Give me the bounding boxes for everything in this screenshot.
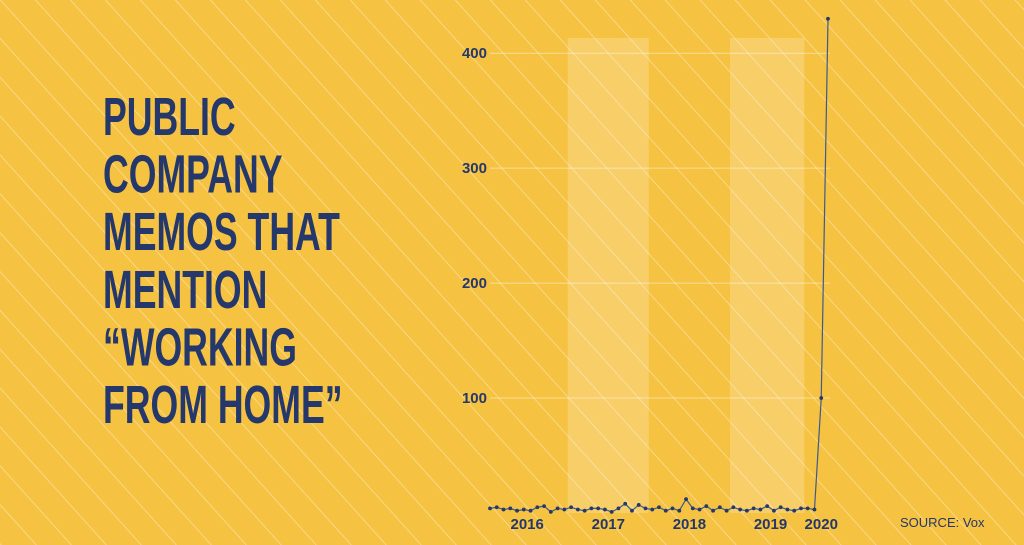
year-band (729, 38, 805, 513)
data-point (772, 508, 776, 513)
data-point (819, 396, 824, 400)
title-line: FROM HOME” (103, 375, 343, 435)
x-tick-label: 2018 (673, 516, 706, 533)
title-line: COMPANY (103, 144, 283, 204)
title-line: “WORKING (103, 317, 297, 377)
data-point (657, 505, 661, 510)
data-point (603, 507, 607, 512)
data-point (542, 504, 546, 509)
data-point (582, 508, 587, 513)
data-point (575, 507, 580, 512)
data-point (717, 505, 722, 510)
data-point (704, 504, 709, 509)
data-point (589, 506, 594, 511)
data-point (630, 508, 634, 513)
data-point (643, 506, 648, 511)
data-point (684, 497, 688, 502)
y-tick-label: 300 (462, 160, 487, 177)
y-tick-label: 400 (462, 45, 487, 62)
data-point (711, 508, 715, 513)
data-point (738, 507, 743, 512)
data-point (562, 507, 567, 512)
data-point (724, 508, 729, 513)
title-line: MENTION (103, 259, 267, 319)
title-line: MEMOS THAT (103, 202, 340, 262)
y-tick-label: 200 (462, 275, 487, 292)
year-band (567, 38, 649, 513)
title-line: PUBLIC (103, 87, 236, 147)
data-point (508, 506, 513, 511)
data-point (521, 507, 526, 512)
x-tick-label: 2016 (510, 516, 543, 533)
data-point (751, 506, 756, 511)
source: SOURCE: Vox (900, 515, 985, 530)
data-point (765, 504, 770, 509)
data-point (623, 501, 628, 506)
data-point (548, 509, 553, 514)
data-point (778, 505, 783, 510)
data-point (535, 505, 540, 510)
data-point (792, 508, 797, 513)
x-tick-label: 2020 (805, 516, 838, 533)
data-point (609, 509, 614, 514)
x-tick-label: 2017 (592, 516, 625, 533)
data-point (501, 507, 506, 512)
x-tick-label: 2019 (754, 516, 787, 533)
data-point (555, 506, 560, 511)
data-point (799, 506, 803, 511)
data-point (826, 16, 830, 21)
y-tick-label: 100 (462, 390, 487, 407)
data-point (812, 507, 817, 512)
data-point (616, 506, 621, 511)
data-point (731, 505, 736, 510)
data-point (488, 506, 492, 511)
data-point (690, 506, 695, 511)
data-point (569, 505, 574, 510)
data-point (677, 508, 682, 513)
data-point (650, 507, 655, 512)
data-point (785, 507, 790, 512)
data-point (697, 507, 702, 512)
data-point (636, 503, 641, 507)
data-point (596, 506, 601, 511)
data-point (663, 508, 668, 513)
data-point (670, 506, 675, 511)
data-point (515, 508, 519, 513)
data-point (805, 506, 810, 511)
data-point (758, 507, 763, 512)
data-point (744, 508, 749, 513)
data-point (494, 505, 499, 510)
data-point (528, 508, 533, 513)
